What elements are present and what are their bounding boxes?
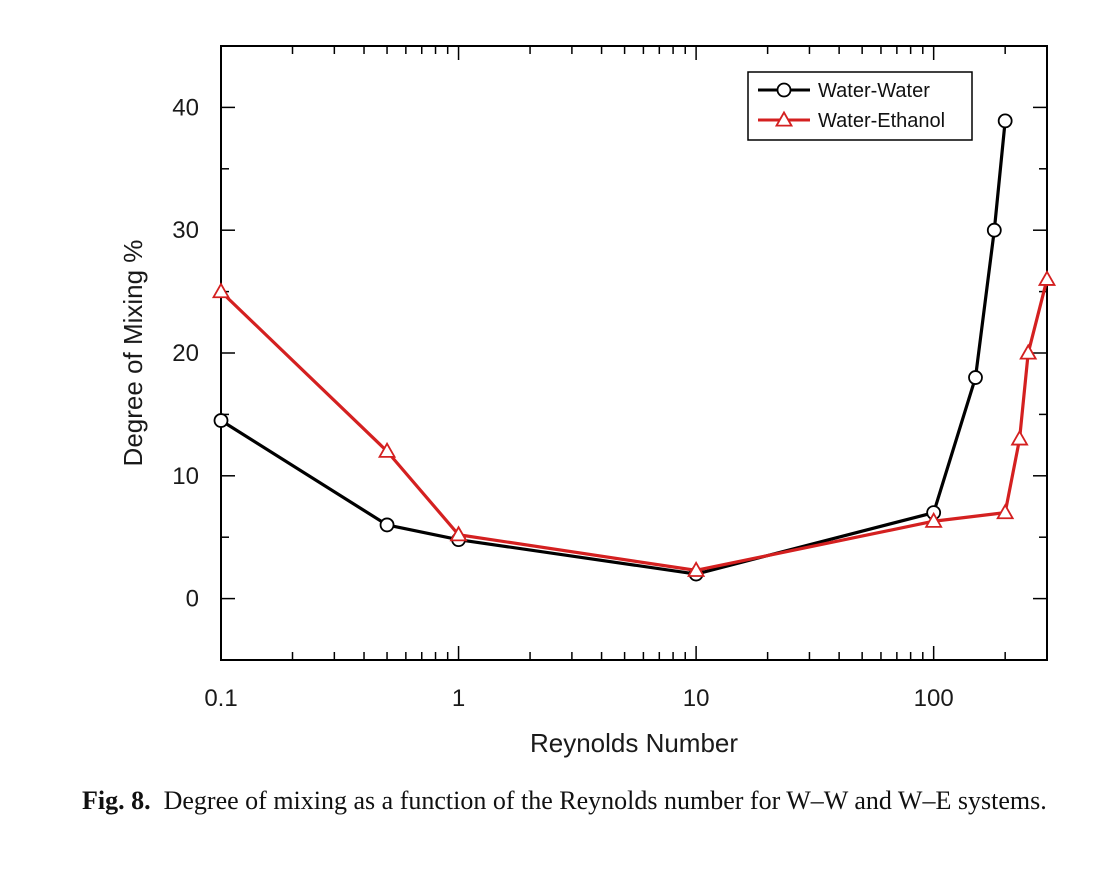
series-line: [219, 278, 1049, 572]
legend: Water-Water Water-Ethanol: [747, 71, 973, 141]
tick-labels: 0.1 1 10 100 0 10 20 30 40: [172, 94, 953, 712]
data-point: [986, 222, 1002, 238]
data-point: [996, 503, 1015, 520]
data-point: [379, 517, 395, 533]
data-point: [1037, 270, 1057, 286]
x-axis-label: Reynolds Number: [530, 728, 738, 758]
caption-text: Degree of mixing as a function of the Re…: [163, 786, 1047, 815]
data-point: [687, 561, 706, 577]
series-2: [211, 270, 1057, 577]
data-series: [211, 113, 1057, 582]
series-line: [220, 120, 1007, 576]
figure-number: Fig. 8.: [82, 786, 151, 815]
x-tick-label: 100: [914, 685, 954, 712]
data-point: [1010, 429, 1029, 446]
x-tick-label: 10: [683, 685, 710, 712]
data-point: [377, 441, 397, 458]
data-point: [924, 511, 943, 528]
figure-caption: Fig. 8. Degree of mixing as a function o…: [82, 784, 1102, 818]
legend-marker: [774, 110, 794, 127]
y-tick-label: 30: [172, 217, 199, 244]
y-tick-label: 10: [172, 463, 199, 490]
x-tick-label: 0.1: [204, 685, 237, 712]
legend-label: Water-Water: [818, 80, 930, 102]
data-point: [449, 525, 468, 542]
chart: 0.1 1 10 100 0 10 20 30 40 Reynolds Number Degre…: [118, 45, 1057, 758]
data-point: [211, 282, 231, 299]
y-tick-label: 20: [172, 340, 199, 367]
y-axis-label: Degree of Mixing %: [118, 240, 148, 467]
legend-label: Water-Ethanol: [818, 110, 945, 132]
y-tick-label: 40: [172, 94, 199, 121]
series-1: [213, 113, 1013, 582]
axis-ticks: [220, 45, 1048, 661]
data-point: [1019, 343, 1038, 360]
legend-marker: [776, 82, 792, 98]
data-point: [213, 413, 229, 428]
x-tick-label: 1: [452, 685, 465, 712]
data-point: [997, 113, 1013, 129]
y-tick-label: 0: [186, 586, 199, 613]
data-point: [968, 370, 983, 385]
